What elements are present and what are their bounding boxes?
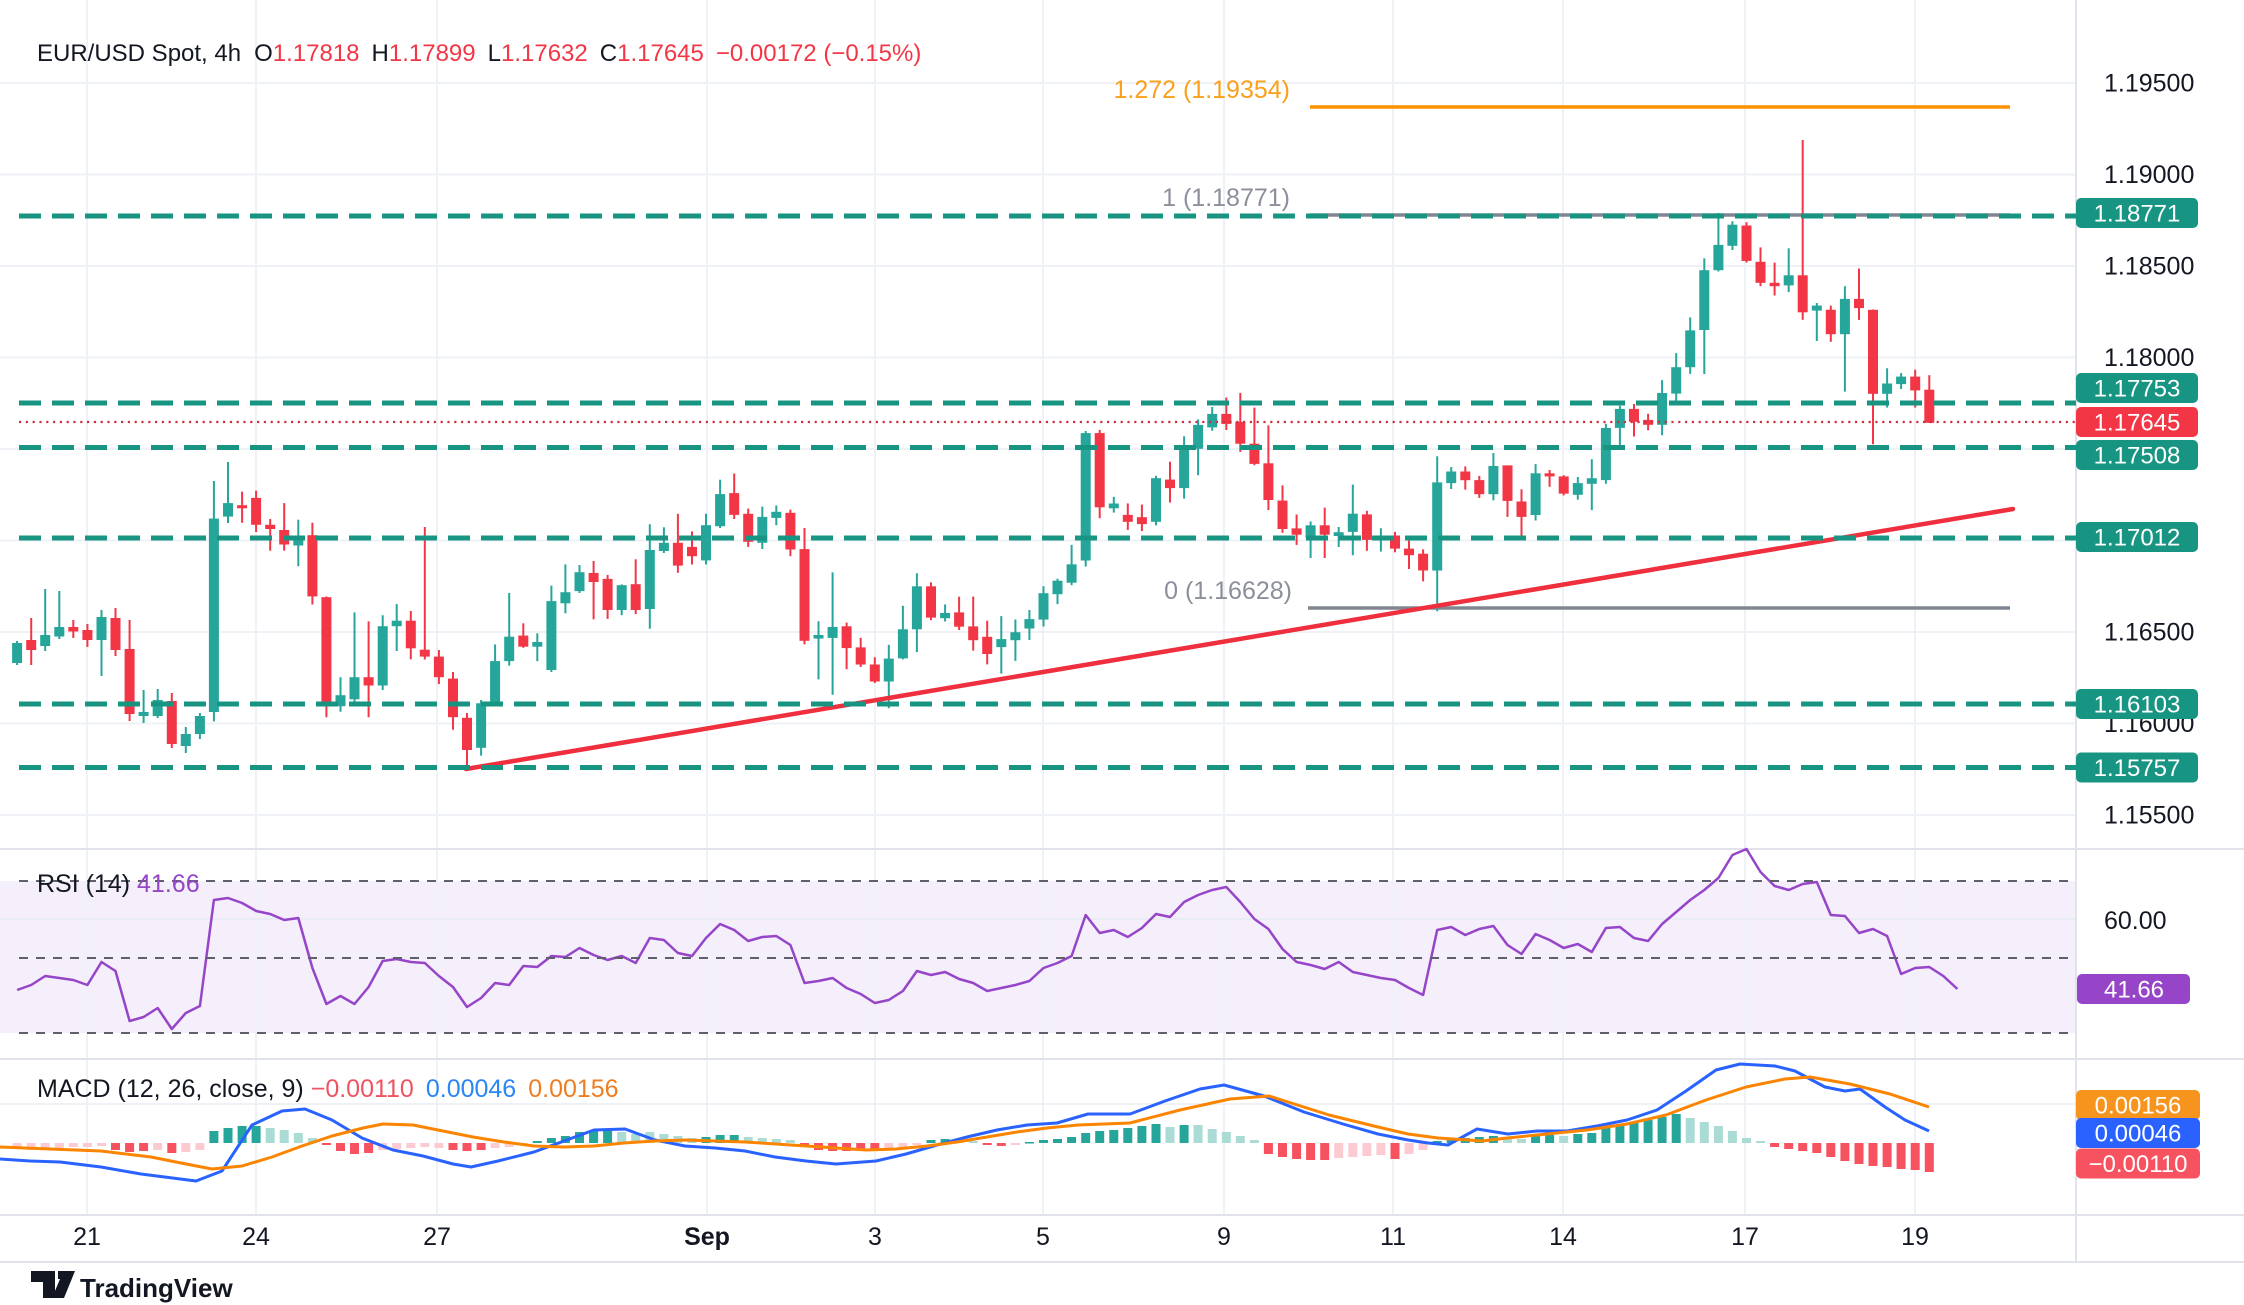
- svg-text:−0.00110: −0.00110: [2089, 1151, 2188, 1178]
- svg-text:41.66: 41.66: [2104, 977, 2164, 1004]
- svg-text:24: 24: [242, 1223, 270, 1251]
- svg-text:5: 5: [1036, 1223, 1050, 1251]
- svg-text:RSI (14) 41.66: RSI (14) 41.66: [37, 870, 200, 898]
- svg-text:MACD (12, 26, close, 9) −0.001: MACD (12, 26, close, 9) −0.00110 0.00046 0…: [37, 1075, 619, 1103]
- svg-text:1.18500: 1.18500: [2104, 253, 2194, 281]
- svg-text:1.18771: 1.18771: [2094, 201, 2181, 228]
- svg-text:14: 14: [1549, 1223, 1577, 1251]
- svg-text:1.15500: 1.15500: [2104, 802, 2194, 830]
- svg-text:1.272 (1.19354): 1.272 (1.19354): [1113, 76, 1290, 104]
- svg-text:9: 9: [1217, 1223, 1231, 1251]
- svg-text:27: 27: [423, 1223, 451, 1251]
- svg-text:21: 21: [73, 1223, 101, 1251]
- svg-text:1.19000: 1.19000: [2104, 161, 2194, 189]
- svg-text:0.00156: 0.00156: [2095, 1093, 2182, 1120]
- svg-text:1 (1.18771): 1 (1.18771): [1162, 184, 1290, 212]
- svg-text:TradingView: TradingView: [80, 1273, 233, 1303]
- svg-text:3: 3: [868, 1223, 882, 1251]
- svg-text:Sep: Sep: [684, 1223, 730, 1251]
- svg-text:1.15757: 1.15757: [2094, 755, 2181, 782]
- svg-text:1.17508: 1.17508: [2094, 443, 2181, 470]
- svg-text:1.16103: 1.16103: [2094, 692, 2181, 719]
- svg-text:1.17645: 1.17645: [2094, 410, 2181, 437]
- svg-text:0.00046: 0.00046: [2095, 1121, 2182, 1148]
- svg-text:0 (1.16628): 0 (1.16628): [1164, 577, 1292, 605]
- svg-text:1.19500: 1.19500: [2104, 70, 2194, 98]
- svg-text:11: 11: [1380, 1223, 1406, 1251]
- svg-text:19: 19: [1901, 1223, 1929, 1251]
- svg-text:1.18000: 1.18000: [2104, 344, 2194, 372]
- svg-text:1.17753: 1.17753: [2094, 376, 2181, 403]
- svg-text:1.17012: 1.17012: [2094, 525, 2181, 552]
- svg-text:60.00: 60.00: [2104, 907, 2167, 935]
- svg-text:1.16500: 1.16500: [2104, 619, 2194, 647]
- svg-text:17: 17: [1731, 1223, 1759, 1251]
